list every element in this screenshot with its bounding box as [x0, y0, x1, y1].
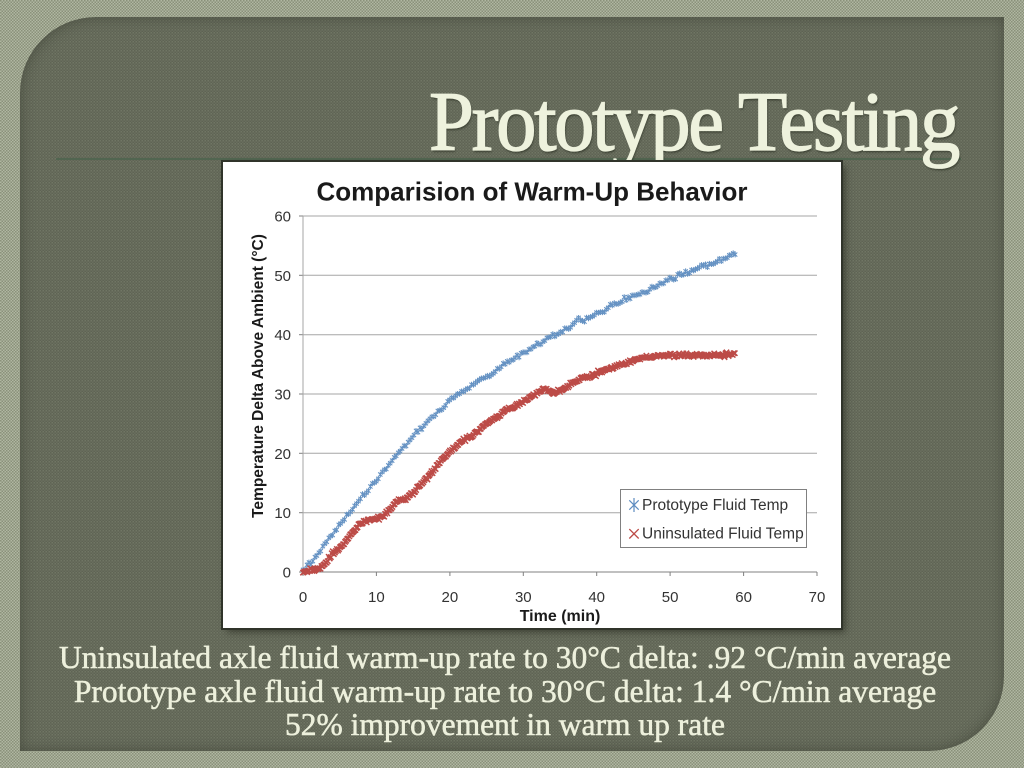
- svg-text:10: 10: [274, 505, 291, 522]
- svg-text:50: 50: [274, 268, 291, 285]
- svg-text:50: 50: [662, 589, 679, 606]
- svg-text:Temperature Delta Above Ambien: Temperature Delta Above Ambient (°C): [250, 234, 267, 518]
- svg-text:0: 0: [283, 565, 291, 582]
- svg-text:40: 40: [588, 589, 605, 606]
- svg-text:Time (min): Time (min): [520, 608, 601, 625]
- svg-text:Comparision of Warm-Up Behavio: Comparision of Warm-Up Behavior: [317, 177, 748, 207]
- svg-text:60: 60: [735, 589, 752, 606]
- svg-text:10: 10: [368, 589, 385, 606]
- svg-text:0: 0: [299, 589, 307, 606]
- svg-text:20: 20: [274, 446, 291, 463]
- svg-text:Uninsulated Fluid Temp: Uninsulated Fluid Temp: [642, 526, 804, 543]
- svg-text:Prototype Fluid Temp: Prototype Fluid Temp: [642, 497, 788, 514]
- svg-text:60: 60: [274, 209, 291, 226]
- svg-text:40: 40: [274, 327, 291, 344]
- svg-text:30: 30: [515, 589, 532, 606]
- svg-text:70: 70: [809, 589, 826, 606]
- svg-text:30: 30: [274, 387, 291, 404]
- svg-text:20: 20: [442, 589, 459, 606]
